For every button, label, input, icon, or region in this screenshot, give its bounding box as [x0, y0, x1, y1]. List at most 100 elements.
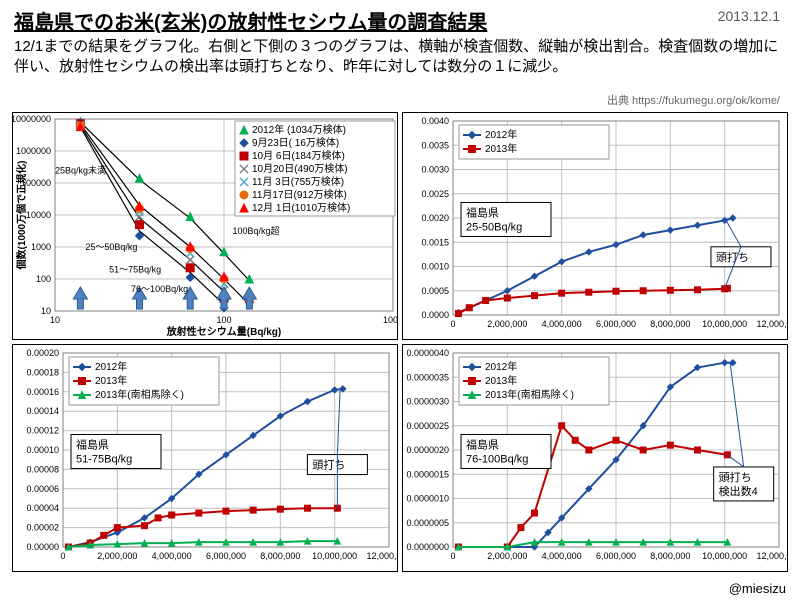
svg-text:4,000,000: 4,000,000: [542, 551, 582, 561]
svg-text:0.00006: 0.00006: [26, 484, 59, 494]
svg-text:76-100Bq/kg: 76-100Bq/kg: [466, 453, 528, 465]
svg-text:100: 100: [216, 315, 231, 325]
svg-text:0.0010: 0.0010: [421, 262, 449, 272]
svg-text:0.00014: 0.00014: [26, 406, 59, 416]
svg-text:放射性セシウム量(Bq/kg): 放射性セシウム量(Bq/kg): [166, 325, 281, 338]
svg-text:0.00004: 0.00004: [26, 503, 59, 513]
svg-text:0.0000: 0.0000: [421, 310, 449, 320]
svg-text:25〜50Bq/kg: 25〜50Bq/kg: [85, 242, 137, 252]
panel-76-100: 0 2,000,000 4,000,000 6,000,000 8,000,000 10,…: [402, 344, 788, 572]
svg-text:福島県: 福島県: [466, 205, 499, 219]
svg-text:0.00018: 0.00018: [26, 367, 59, 377]
svg-text:0.0005: 0.0005: [421, 286, 449, 296]
page-title: 福島県でのお米(玄米)の放射性セシウム量の調査結果: [14, 12, 487, 34]
svg-text:0.0030: 0.0030: [421, 165, 449, 175]
svg-text:頭打ち: 頭打ち: [716, 250, 749, 264]
svg-text:0.00000: 0.00000: [26, 542, 59, 552]
svg-text:2012年 (1034万検体): 2012年 (1034万検体): [252, 123, 346, 136]
svg-text:8,000,000: 8,000,000: [650, 319, 690, 329]
source-text: 出典 https://fukumegu.org/ok/kome/: [607, 92, 780, 108]
date-label: 2013.12.1: [718, 8, 780, 24]
svg-text:1000000: 1000000: [16, 146, 51, 156]
svg-text:100: 100: [36, 274, 51, 284]
svg-text:0.0000030: 0.0000030: [406, 397, 449, 407]
svg-text:12,000,000: 12,000,000: [366, 551, 397, 561]
svg-text:12月 1日(1010万検体): 12月 1日(1010万検体): [252, 201, 350, 214]
svg-text:51〜75Bq/kg: 51〜75Bq/kg: [109, 265, 161, 275]
svg-text:個数(1000万個で正規化): 個数(1000万個で正規化): [15, 161, 28, 271]
svg-text:0: 0: [450, 551, 455, 561]
svg-text:100Bq/kg超: 100Bq/kg超: [232, 225, 279, 236]
svg-text:2012年: 2012年: [485, 128, 517, 141]
svg-text:2,000,000: 2,000,000: [97, 551, 137, 561]
svg-text:0.0000020: 0.0000020: [406, 445, 449, 455]
svg-text:11月17日(912万検体): 11月17日(912万検体): [252, 188, 347, 201]
svg-text:0.0000025: 0.0000025: [406, 421, 449, 431]
svg-text:2013年(南相馬除く): 2013年(南相馬除く): [95, 388, 184, 401]
svg-text:0.0025: 0.0025: [421, 189, 449, 199]
svg-text:0.0040: 0.0040: [421, 116, 449, 126]
svg-text:10月 6日(184万検体): 10月 6日(184万検体): [252, 149, 345, 162]
svg-text:10月20日(490万検体): 10月20日(490万検体): [252, 162, 348, 175]
svg-text:0.00016: 0.00016: [26, 387, 59, 397]
svg-text:0: 0: [60, 551, 65, 561]
svg-text:0.0000005: 0.0000005: [406, 518, 449, 528]
svg-text:2013年: 2013年: [485, 374, 517, 387]
svg-text:0.0035: 0.0035: [421, 140, 449, 150]
chart-grid: 1010010001010010001000010000010000001000…: [12, 112, 788, 572]
svg-text:11月 3日(755万検体): 11月 3日(755万検体): [252, 175, 344, 188]
panel-cesium-distribution: 1010010001010010001000010000010000001000…: [12, 112, 398, 340]
svg-text:2,000,000: 2,000,000: [487, 551, 527, 561]
svg-text:10000: 10000: [26, 210, 51, 220]
svg-text:福島県: 福島県: [76, 437, 109, 451]
svg-text:10: 10: [50, 315, 60, 325]
svg-text:4,000,000: 4,000,000: [152, 551, 192, 561]
svg-text:4,000,000: 4,000,000: [542, 319, 582, 329]
svg-text:6,000,000: 6,000,000: [206, 551, 246, 561]
svg-text:0.00002: 0.00002: [26, 523, 59, 533]
svg-text:0.0000000: 0.0000000: [406, 542, 449, 552]
svg-text:検出数4: 検出数4: [719, 484, 758, 498]
svg-text:2013年: 2013年: [485, 142, 517, 155]
svg-text:0.0000015: 0.0000015: [406, 469, 449, 479]
svg-text:2012年: 2012年: [95, 360, 127, 373]
svg-text:0.0000035: 0.0000035: [406, 372, 449, 382]
svg-text:0.0000010: 0.0000010: [406, 494, 449, 504]
svg-text:6,000,000: 6,000,000: [596, 551, 636, 561]
subtitle-text: 12/1までの結果をグラフ化。右側と下側の３つのグラフは、横軸が検査個数、縦軸が…: [0, 37, 800, 80]
svg-text:9月23日( 16万検体): 9月23日( 16万検体): [252, 136, 339, 149]
svg-text:0.0020: 0.0020: [421, 213, 449, 223]
svg-text:10: 10: [41, 306, 51, 316]
svg-text:0: 0: [450, 319, 455, 329]
svg-text:2,000,000: 2,000,000: [487, 319, 527, 329]
svg-text:25Bq/kg未満: 25Bq/kg未満: [55, 164, 106, 175]
svg-text:頭打ち: 頭打ち: [312, 458, 345, 472]
svg-text:0.00008: 0.00008: [26, 464, 59, 474]
svg-text:1000: 1000: [383, 315, 397, 325]
credit-text: @miesizu: [729, 581, 786, 596]
svg-text:0.00012: 0.00012: [26, 426, 59, 436]
svg-text:12,000,000: 12,000,000: [756, 319, 787, 329]
svg-text:8,000,000: 8,000,000: [650, 551, 690, 561]
panel-51-75: 0 2,000,000 4,000,000 6,000,000 8,000,000 10,…: [12, 344, 398, 572]
svg-text:福島県: 福島県: [466, 437, 499, 451]
svg-text:2013年(南相馬除く): 2013年(南相馬除く): [485, 388, 574, 401]
svg-text:6,000,000: 6,000,000: [596, 319, 636, 329]
svg-text:76〜100Bq/kg: 76〜100Bq/kg: [131, 284, 188, 294]
svg-text:10000000: 10000000: [13, 114, 51, 124]
svg-text:0.00020: 0.00020: [26, 348, 59, 358]
svg-text:0.0015: 0.0015: [421, 237, 449, 247]
svg-text:0.00010: 0.00010: [26, 445, 59, 455]
svg-text:0.0000040: 0.0000040: [406, 348, 449, 358]
svg-text:10,000,000: 10,000,000: [702, 551, 747, 561]
svg-text:頭打ち: 頭打ち: [719, 470, 752, 484]
svg-text:10,000,000: 10,000,000: [702, 319, 747, 329]
svg-text:10,000,000: 10,000,000: [312, 551, 357, 561]
svg-text:12,000,000: 12,000,000: [756, 551, 787, 561]
svg-text:1000: 1000: [31, 242, 51, 252]
svg-text:25-50Bq/kg: 25-50Bq/kg: [466, 221, 522, 233]
panel-25-50: 0 2,000,000 4,000,000 6,000,000 8,000,000 10,…: [402, 112, 788, 340]
svg-text:8,000,000: 8,000,000: [260, 551, 300, 561]
svg-text:2012年: 2012年: [485, 360, 517, 373]
svg-text:51-75Bq/kg: 51-75Bq/kg: [76, 453, 132, 465]
